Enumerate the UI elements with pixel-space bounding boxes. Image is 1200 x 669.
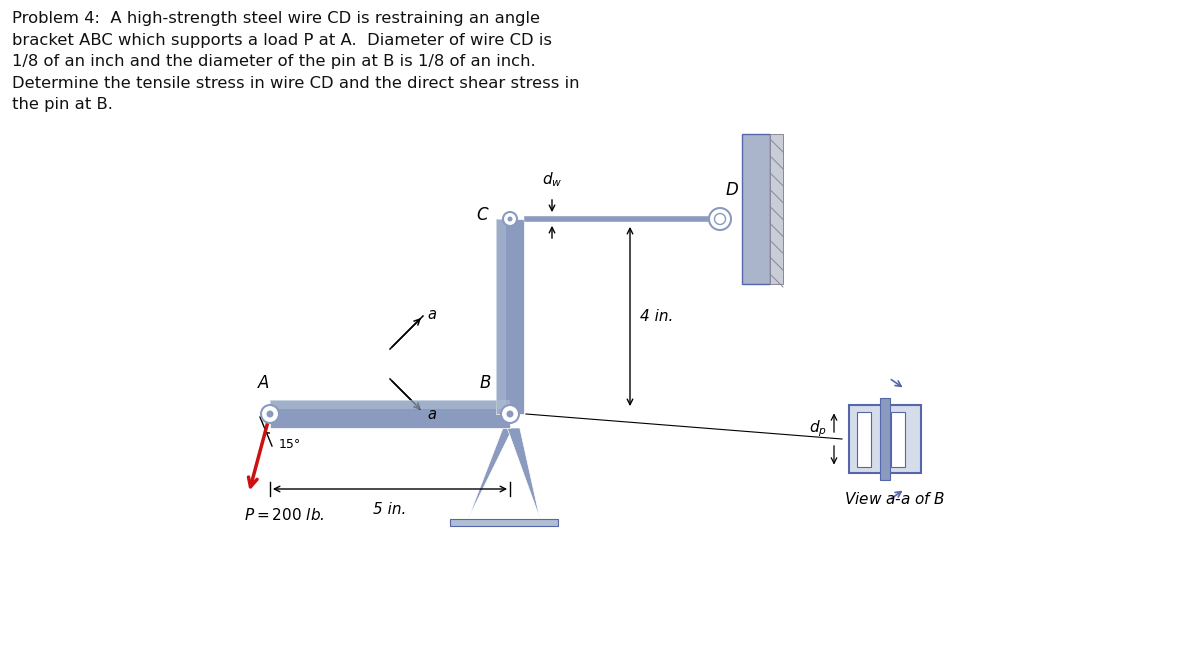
Text: a: a <box>427 306 436 322</box>
Polygon shape <box>270 400 510 428</box>
Text: $d_w$: $d_w$ <box>542 171 562 189</box>
Polygon shape <box>496 219 506 414</box>
Text: A: A <box>258 374 270 392</box>
Polygon shape <box>468 428 512 519</box>
Text: a: a <box>427 407 436 421</box>
Text: C: C <box>476 206 488 224</box>
Text: 5 in.: 5 in. <box>373 502 407 517</box>
Text: D: D <box>726 181 739 199</box>
Text: View $a$-$a$ of $B$: View $a$-$a$ of $B$ <box>845 491 946 507</box>
Circle shape <box>500 405 518 423</box>
Polygon shape <box>742 134 770 284</box>
Polygon shape <box>524 216 720 222</box>
Polygon shape <box>270 400 510 409</box>
Circle shape <box>503 212 517 226</box>
Text: Problem 4:  A high-strength steel wire CD is restraining an angle
bracket ABC wh: Problem 4: A high-strength steel wire CD… <box>12 11 580 112</box>
Text: B: B <box>479 374 491 392</box>
Circle shape <box>714 213 726 225</box>
Circle shape <box>508 217 512 221</box>
FancyBboxPatch shape <box>857 411 871 466</box>
Polygon shape <box>508 428 540 519</box>
Polygon shape <box>770 134 782 284</box>
FancyBboxPatch shape <box>890 411 905 466</box>
Circle shape <box>266 411 274 417</box>
FancyBboxPatch shape <box>848 405 920 473</box>
Circle shape <box>262 405 278 423</box>
Text: $d_p$: $d_p$ <box>809 419 827 440</box>
Circle shape <box>709 208 731 230</box>
Text: $P = 200$ lb.: $P = 200$ lb. <box>244 507 324 523</box>
Text: 15°: 15° <box>278 438 301 451</box>
FancyBboxPatch shape <box>880 398 890 480</box>
Circle shape <box>506 411 514 417</box>
Polygon shape <box>450 519 558 526</box>
Polygon shape <box>496 219 524 414</box>
Text: 4 in.: 4 in. <box>640 309 673 324</box>
